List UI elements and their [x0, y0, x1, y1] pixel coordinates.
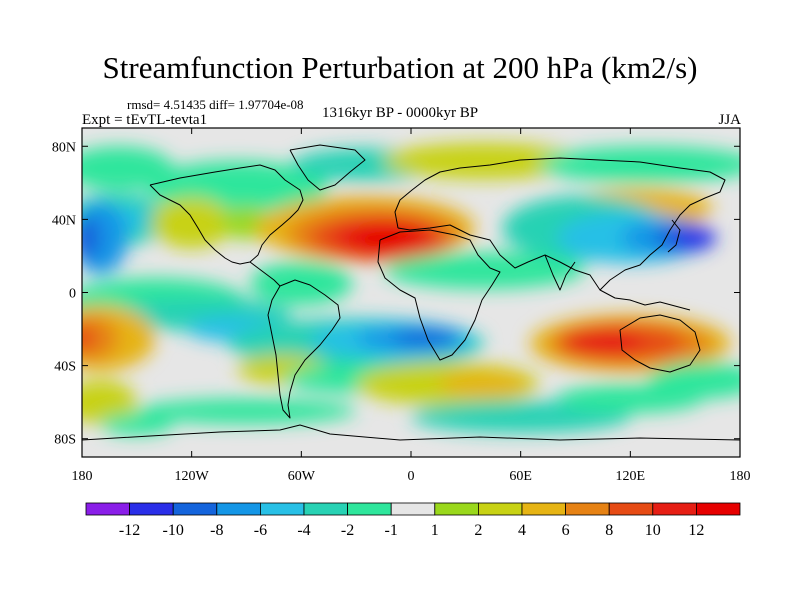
field-contour-blob: [82, 146, 174, 191]
y-tick-label: 80N: [52, 140, 76, 155]
colorbar-swatch: [652, 502, 697, 516]
coast-japan: [667, 219, 681, 253]
colorbar-label: -1: [385, 522, 398, 539]
colorbar-swatch: [390, 502, 436, 516]
field-contour-blob: [438, 371, 530, 397]
colorbar-label: -4: [297, 522, 310, 539]
field-contour-blob: [392, 329, 459, 348]
field-contour-blob: [100, 413, 174, 436]
x-tick-label: 180: [72, 469, 93, 484]
field-contour-blob: [151, 197, 232, 249]
field-contour-blob: [672, 226, 717, 249]
colorbar-label: 1: [431, 522, 439, 539]
colorbar-swatch: [259, 502, 305, 516]
coast-north-america: [149, 164, 304, 265]
field-contour-blob: [411, 400, 631, 434]
period-label: 1316kyr BP - 0000kyr BP: [322, 105, 479, 121]
coast-antarctica: [82, 424, 740, 441]
colorbar-swatch: [129, 502, 174, 516]
field-contour-blob: [82, 380, 137, 425]
x-axis: 180 120W 60W 0 60E 120E 180: [72, 128, 751, 484]
season-label: JJA: [718, 112, 741, 128]
field-contour-blob: [82, 323, 95, 353]
coast-eurasia: [394, 157, 726, 291]
field-contour-blob: [557, 383, 704, 414]
field-contour-blob: [82, 201, 128, 275]
colorbar-swatch: [303, 502, 348, 516]
field-contour-blob: [82, 215, 101, 260]
colorbar-swatch: [608, 502, 654, 516]
x-tick-label: 120W: [175, 469, 210, 484]
colorbar-swatch: [347, 502, 392, 516]
colorbar: -12 -10 -8 -6 -4 -2 -1 1 2 4 6 8 10 12: [85, 502, 741, 539]
colorbar-label: 8: [605, 522, 613, 539]
colorbar-label: -12: [119, 522, 140, 539]
plot-area: 180 120W 60W 0 60E 120E 180 80N 40N 0 40S 80S: [52, 127, 751, 484]
experiment-label: Expt = tEvTL-tevta1: [82, 112, 208, 128]
field-contour-blob: [538, 146, 740, 183]
coast-central-america: [249, 261, 281, 287]
field-contour-blob: [383, 252, 585, 289]
colorbar-swatch: [477, 502, 523, 516]
colorbar-swatch: [565, 502, 610, 516]
colorbar-swatch: [172, 502, 218, 516]
chart-title: Streamfunction Perturbation at 200 hPa (…: [102, 50, 698, 85]
y-axis: 80N 40N 0 40S 80S: [52, 140, 740, 448]
field-contour-blob: [250, 261, 353, 306]
stats-text: rmsd= 4.51435 diff= 1.97704e-08: [127, 97, 304, 112]
colorbar-label: 12: [688, 522, 704, 539]
colorbar-swatch: [434, 502, 479, 516]
coast-indonesia: [599, 289, 691, 311]
coastlines: [82, 144, 740, 441]
colorbar-swatch: [696, 502, 741, 516]
y-tick-label: 80S: [54, 433, 76, 448]
coast-indian-peninsula: [544, 254, 576, 291]
colorbar-swatch: [521, 502, 566, 516]
colorbar-label: -2: [341, 522, 354, 539]
y-tick-label: 0: [69, 287, 76, 302]
colorbar-label: 4: [518, 522, 526, 539]
coast-greenland: [289, 144, 366, 191]
field-contour-blob: [383, 142, 585, 180]
field-contour-blob: [352, 224, 426, 255]
field-contour-blob: [562, 329, 644, 355]
y-tick-label: 40N: [52, 213, 76, 228]
y-tick-label: 40S: [54, 360, 76, 375]
x-tick-label: 180: [730, 469, 751, 484]
colorbar-label: -6: [254, 522, 267, 539]
colorbar-label: 10: [645, 522, 661, 539]
contour-field: [82, 142, 740, 436]
field-contour-blob: [82, 316, 119, 361]
colorbar-label: -10: [163, 522, 184, 539]
colorbar-label: -8: [210, 522, 223, 539]
colorbar-label: 6: [562, 522, 570, 539]
colorbar-swatch: [85, 502, 130, 516]
x-tick-label: 120E: [616, 469, 646, 484]
colorbar-label: 2: [474, 522, 482, 539]
colorbar-swatch: [216, 502, 261, 516]
coast-africa: [377, 229, 501, 361]
coast-australia: [619, 314, 701, 373]
field-contour-blob: [136, 398, 357, 425]
x-tick-label: 60E: [509, 469, 532, 484]
coast-south-america: [267, 279, 341, 419]
x-tick-label: 0: [408, 469, 415, 484]
x-tick-label: 60W: [288, 469, 316, 484]
